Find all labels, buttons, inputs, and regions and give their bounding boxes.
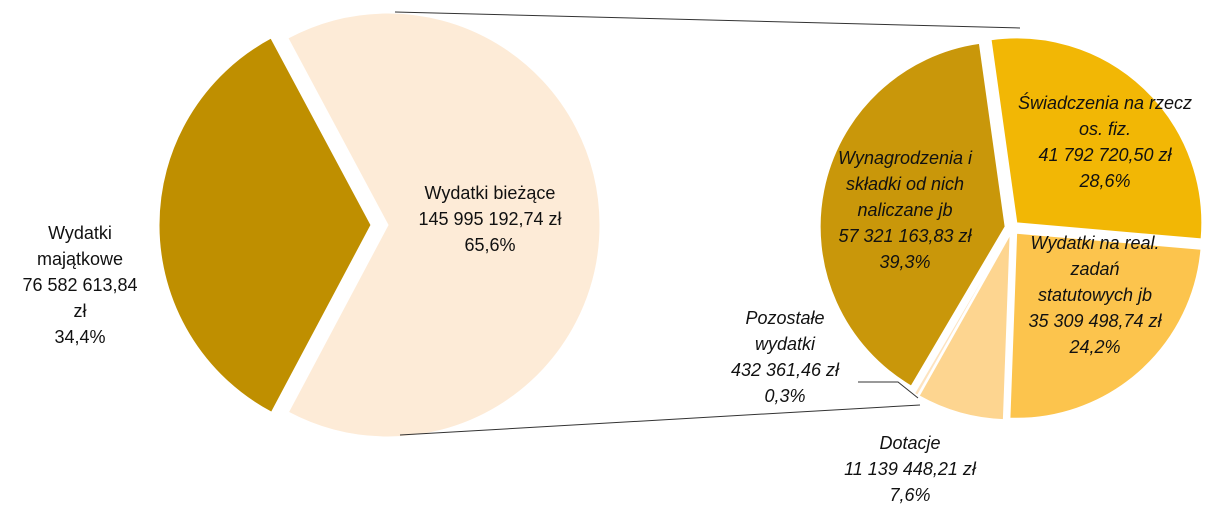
pie-slice bbox=[819, 42, 1006, 387]
category-label: Pozostałe wydatki bbox=[745, 308, 825, 354]
percent-label: 39,3% bbox=[879, 252, 931, 272]
pie-slice bbox=[990, 37, 1203, 240]
category-label: Dotacje bbox=[879, 433, 941, 453]
category-label: Świadczenia na rzecz os. fiz. bbox=[1017, 93, 1193, 139]
pie-slice bbox=[913, 233, 1009, 396]
amount-label: 41 792 720,50 zł bbox=[1038, 145, 1172, 165]
amount-label: 35 309 498,74 zł bbox=[1028, 311, 1162, 331]
percent-label: 34,4% bbox=[54, 327, 106, 347]
connector-line bbox=[399, 404, 921, 436]
connector-line bbox=[394, 11, 1021, 29]
amount-label: 57 321 163,83 zł bbox=[838, 226, 972, 246]
amount-label: 76 582 613,84 zł bbox=[22, 275, 138, 321]
pie-slice bbox=[287, 12, 601, 438]
category-label: Wydatki majątkowe bbox=[36, 223, 124, 269]
percent-label: 28,6% bbox=[1079, 171, 1131, 191]
percent-label: 65,6% bbox=[464, 235, 516, 255]
slice-label: Wydatki bieżące 145 995 192,74 zł 65,6% bbox=[390, 180, 590, 258]
amount-label: 432 361,46 zł bbox=[730, 360, 840, 380]
slice-label: Wynagrodzenia i składki od nich naliczan… bbox=[818, 145, 993, 275]
leader-line bbox=[858, 381, 919, 399]
amount-label: 11 139 448,21 zł bbox=[844, 459, 976, 479]
category-label: Wydatki bieżące bbox=[424, 183, 556, 203]
slice-label: Wydatki na real. zadań statutowych jb 35 … bbox=[1025, 230, 1165, 360]
slice-label: Pozostałe wydatki 432 361,46 zł 0,3% bbox=[728, 305, 843, 409]
slice-label: Wydatki majątkowe 76 582 613,84 zł 34,4% bbox=[15, 220, 145, 350]
percent-label: 0,3% bbox=[764, 386, 806, 406]
amount-label: 145 995 192,74 zł bbox=[418, 209, 562, 229]
percent-label: 7,6% bbox=[889, 485, 931, 505]
pie-slice bbox=[918, 234, 1011, 421]
percent-label: 24,2% bbox=[1069, 337, 1121, 357]
slice-label: Świadczenia na rzecz os. fiz. 41 792 720,… bbox=[1018, 90, 1193, 194]
category-label: Wynagrodzenia i składki od nich naliczan… bbox=[837, 148, 973, 220]
slice-label: Dotacje 11 139 448,21 zł 7,6% bbox=[830, 430, 990, 508]
pie-slice bbox=[158, 37, 372, 413]
category-label: Wydatki na real. zadań statutowych jb bbox=[1030, 233, 1160, 305]
pie-slice bbox=[1009, 232, 1202, 419]
